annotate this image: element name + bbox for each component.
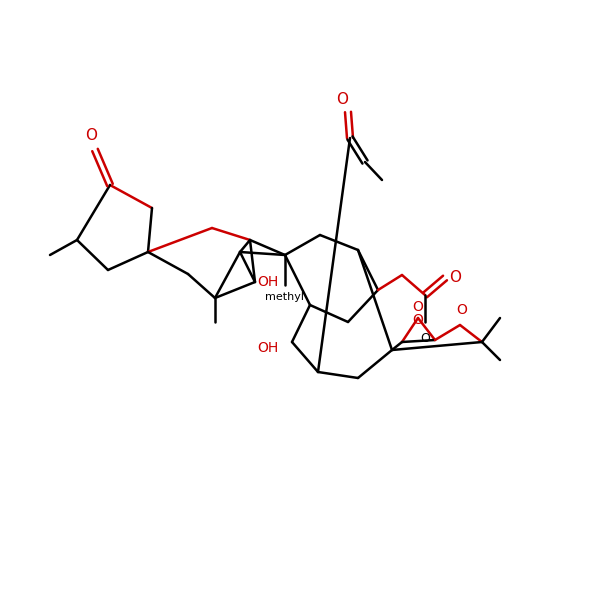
Text: O: O <box>420 331 430 344</box>
Text: O: O <box>85 128 97 143</box>
Text: O: O <box>336 92 348 107</box>
Text: O: O <box>413 300 424 314</box>
Text: O: O <box>413 313 424 327</box>
Text: OH: OH <box>257 275 278 289</box>
Text: O: O <box>457 303 467 317</box>
Text: O: O <box>449 271 461 286</box>
Text: OH: OH <box>257 341 278 355</box>
Text: methyl: methyl <box>265 292 305 302</box>
